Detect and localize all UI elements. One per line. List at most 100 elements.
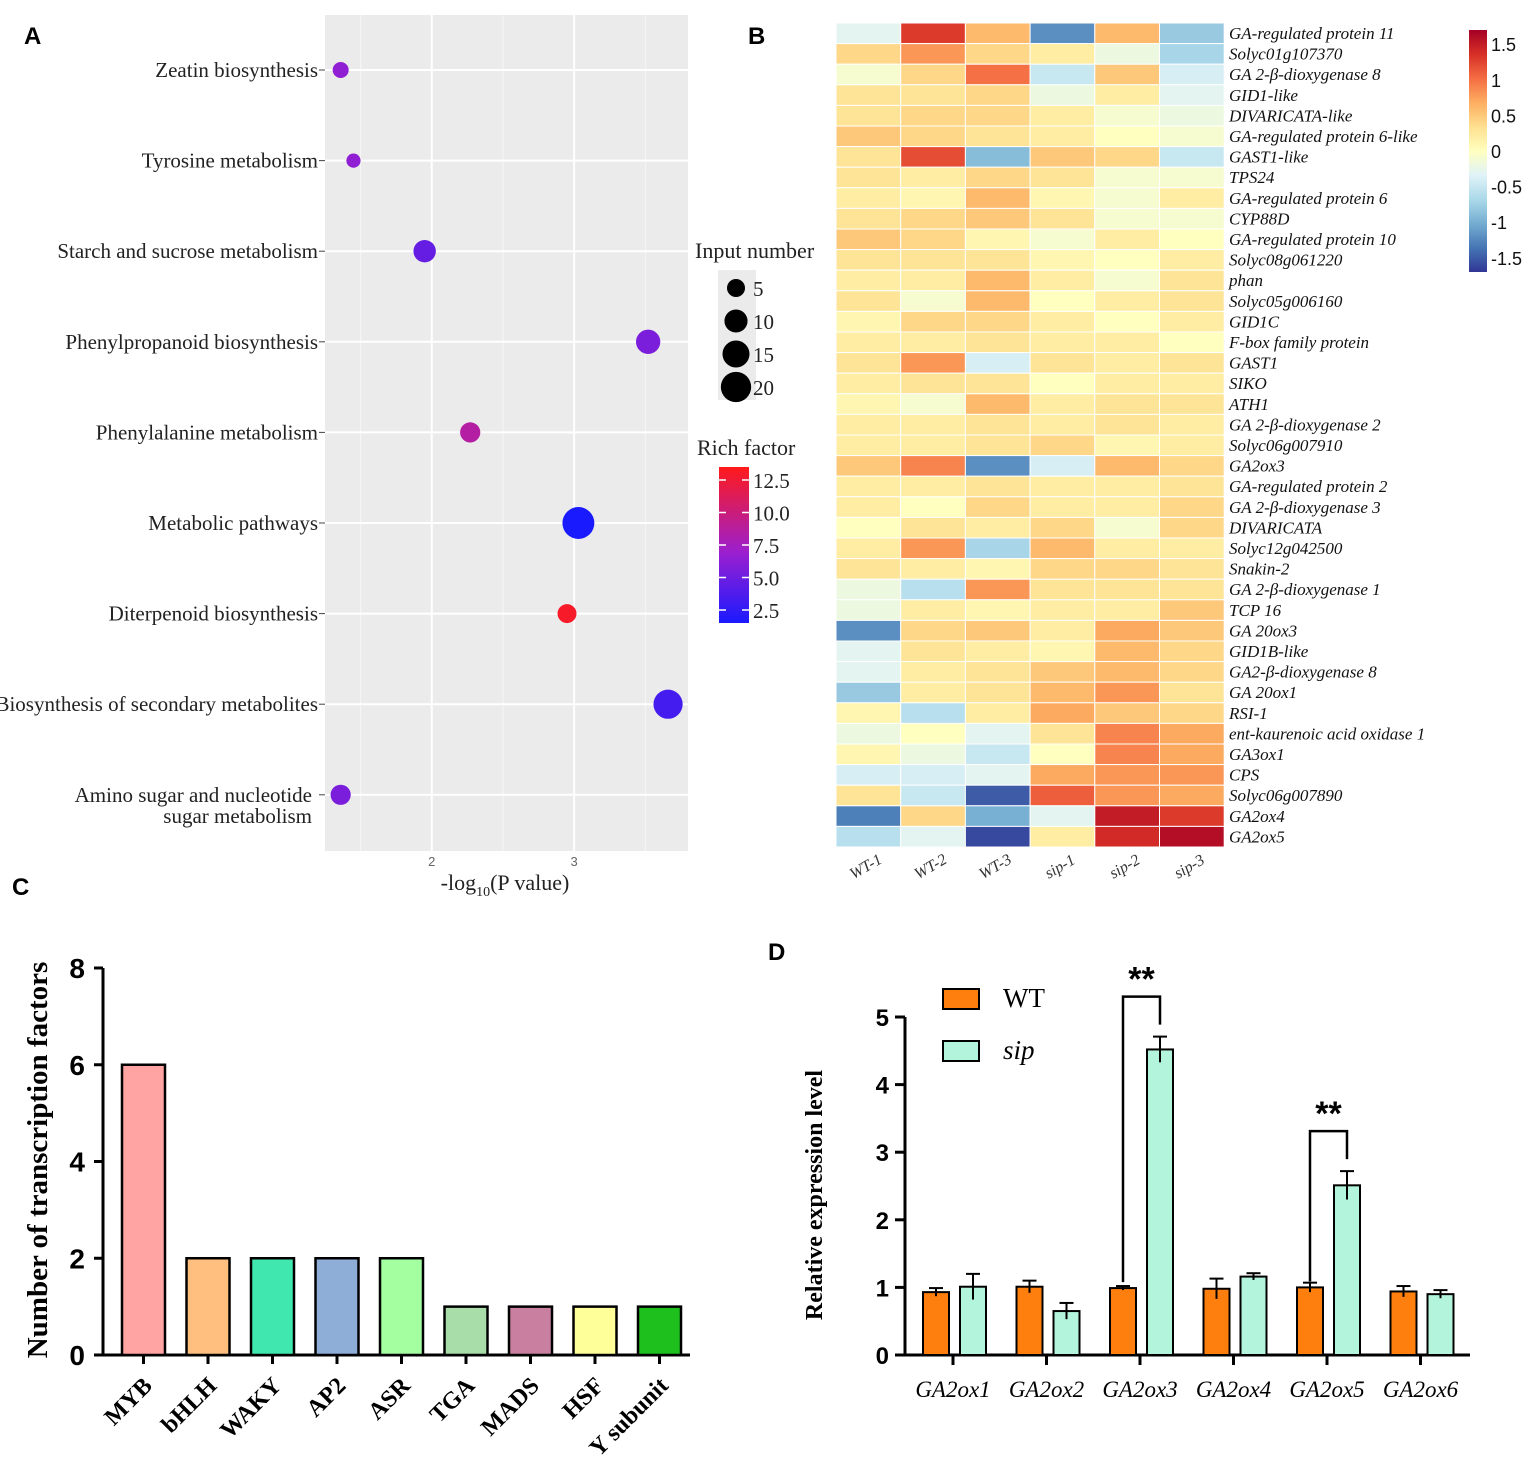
panel-b-heatmap-cell (964, 537, 1031, 560)
panel-d-legend: WT sip (942, 983, 1045, 1065)
panel-b-heatmap-cell (835, 228, 902, 251)
panel-d-axes: 0 1 2 3 4 5 (876, 1005, 1470, 1370)
panel-b-heatmap-cell (1029, 187, 1096, 209)
panel-b-heatmap-cell (835, 63, 902, 86)
panel-b-heatmap-cell (1029, 413, 1096, 436)
panel-b-heatmap-cell (1094, 207, 1161, 230)
panel-b-heatmap-cell (964, 578, 1031, 601)
panel-b-colorbar-label: 1.5 (1491, 35, 1516, 55)
panel-b-heatmap-cell (835, 434, 902, 457)
panel-letter-b: B (748, 23, 765, 50)
panel-b-heatmap-cell (835, 331, 902, 354)
panel-c-bar (120, 1063, 167, 1357)
panel-b-heatmap-cell (964, 290, 1031, 312)
panel-b-heatmap-cell (835, 104, 902, 127)
panel-a-points (330, 61, 683, 805)
panel-c-x-label: MADS (476, 1373, 544, 1441)
panel-b-heatmap-cell (1159, 125, 1225, 148)
panel-b-heatmap-cell (1094, 805, 1161, 827)
panel-a-point (562, 507, 595, 539)
panel-b-row-labels: GA-regulated protein 11Solyc01g107370GA … (1228, 24, 1425, 846)
panel-b-heatmap-cell (900, 805, 966, 827)
panel-b-row-label: GID1-like (1229, 86, 1298, 105)
panel-a-color-legend-title: Rich factor (697, 435, 796, 460)
panel-b-row-label: DIVARICATA (1228, 518, 1323, 537)
panel-b-heatmap-cell (1029, 434, 1096, 457)
panel-b-heatmap-cell (835, 187, 902, 209)
panel-b-heatmap-cell (835, 619, 902, 642)
panel-d-legend-swatch (942, 1040, 980, 1062)
panel-c-bar (507, 1305, 554, 1357)
panel-b-heatmap-cell (1094, 702, 1161, 724)
panel-b-row-label: Snakin-2 (1229, 560, 1290, 579)
panel-b-heatmap-cell (1029, 249, 1096, 271)
panel-b-heatmap-cell (835, 825, 902, 848)
panel-b-heatmap-cell (835, 166, 902, 189)
panel-b-heatmap-cell (900, 784, 966, 807)
panel-b-column-label: WT-2 (912, 851, 950, 883)
panel-b-heatmap-cell (835, 516, 902, 539)
panel-b-row-label: GA 20ox1 (1229, 683, 1297, 702)
panel-a-size-legend-label: 10 (753, 310, 774, 334)
panel-letter-c: C (12, 874, 29, 901)
panel-b-heatmap-cell (964, 475, 1031, 498)
panel-b-row-label: GA 2-β-dioxygenase 1 (1229, 580, 1381, 599)
panel-b-heatmap-cell (1029, 722, 1096, 745)
panel-a-size-legend-dot (724, 309, 748, 333)
panel-b-heatmap-cell (1159, 207, 1225, 230)
panel-b-heatmap-cell (835, 413, 902, 436)
panel-b-row-label: GID1B-like (1229, 642, 1309, 661)
panel-d-y-tick-label: 3 (876, 1140, 889, 1167)
panel-b-heatmap-cell (1029, 578, 1096, 601)
panel-b-heatmap-cell (1029, 661, 1096, 683)
panel-b-heatmap-cell (964, 22, 1031, 45)
panel-b-heatmap-cell (900, 825, 966, 848)
panel-b-colorbar-label: -0.5 (1491, 178, 1522, 198)
panel-b-heatmap-cell (964, 187, 1031, 209)
panel-b-row-label: GAST1-like (1229, 148, 1309, 167)
panel-c-y-tick-label: 0 (69, 1340, 85, 1371)
panel-b-heatmap-cell (835, 310, 902, 333)
panel-b-heatmap-cell (835, 722, 902, 745)
panel-d-significance-label: ** (1315, 1095, 1342, 1133)
panel-b-heatmap-cell (964, 269, 1031, 292)
panel-a-point (557, 604, 577, 624)
panel-b-row-label: GAST1 (1229, 354, 1278, 373)
panel-b-row-label: GA 2-β-dioxygenase 2 (1229, 415, 1381, 434)
panel-b-heatmap-cell (964, 702, 1031, 724)
panel-b-heatmap-cell (900, 84, 966, 106)
panel-a-category-label: Amino sugar and nucleotide (75, 783, 312, 807)
panel-b-heatmap-cell (964, 743, 1031, 766)
panel-b-heatmap-cell (1159, 578, 1225, 601)
panel-b-heatmap-cell (900, 578, 966, 601)
panel-b-heatmap-cell (835, 269, 902, 292)
panel-a-size-legend-label: 15 (753, 343, 774, 367)
panel-c-y-tick-label: 8 (69, 953, 85, 984)
panel-d-y-tick-label: 5 (876, 1005, 889, 1032)
panel-b-heatmap-cell (1094, 269, 1161, 292)
panel-b-heatmap-cell (1159, 393, 1225, 415)
panel-b-heatmap-cell (1029, 146, 1096, 168)
panel-b-heatmap-cell (1159, 249, 1225, 271)
panel-b-heatmap-cells (835, 22, 1225, 848)
panel-b-heatmap-cell (900, 434, 966, 457)
panel-b-heatmap-cell (1159, 496, 1225, 518)
panel-b-heatmap-cell (964, 104, 1031, 127)
panel-c-x-label: ASR (363, 1372, 416, 1425)
panel-b-row-label: GA-regulated protein 10 (1229, 230, 1396, 249)
panel-a-color-legend-label: 2.5 (753, 599, 779, 623)
panel-b-heatmap-cell (964, 228, 1031, 251)
panel-c-bar (636, 1305, 683, 1357)
panel-b-heatmap-cell (835, 249, 902, 271)
panel-d-bar-sip (1333, 1184, 1361, 1356)
panel-b-heatmap-cell (835, 455, 902, 477)
panel-b-heatmap-cell (835, 578, 902, 601)
panel-b-heatmap-cell (835, 661, 902, 683)
panel-b-row-label: RSI-1 (1228, 704, 1268, 723)
panel-b-heatmap-cell (900, 352, 966, 374)
panel-b-heatmap-cell (1159, 434, 1225, 457)
panel-b-heatmap-cell (900, 475, 966, 498)
panel-b-heatmap-cell (900, 496, 966, 518)
panel-a-size-legend: 5 10 15 20 (720, 277, 774, 403)
